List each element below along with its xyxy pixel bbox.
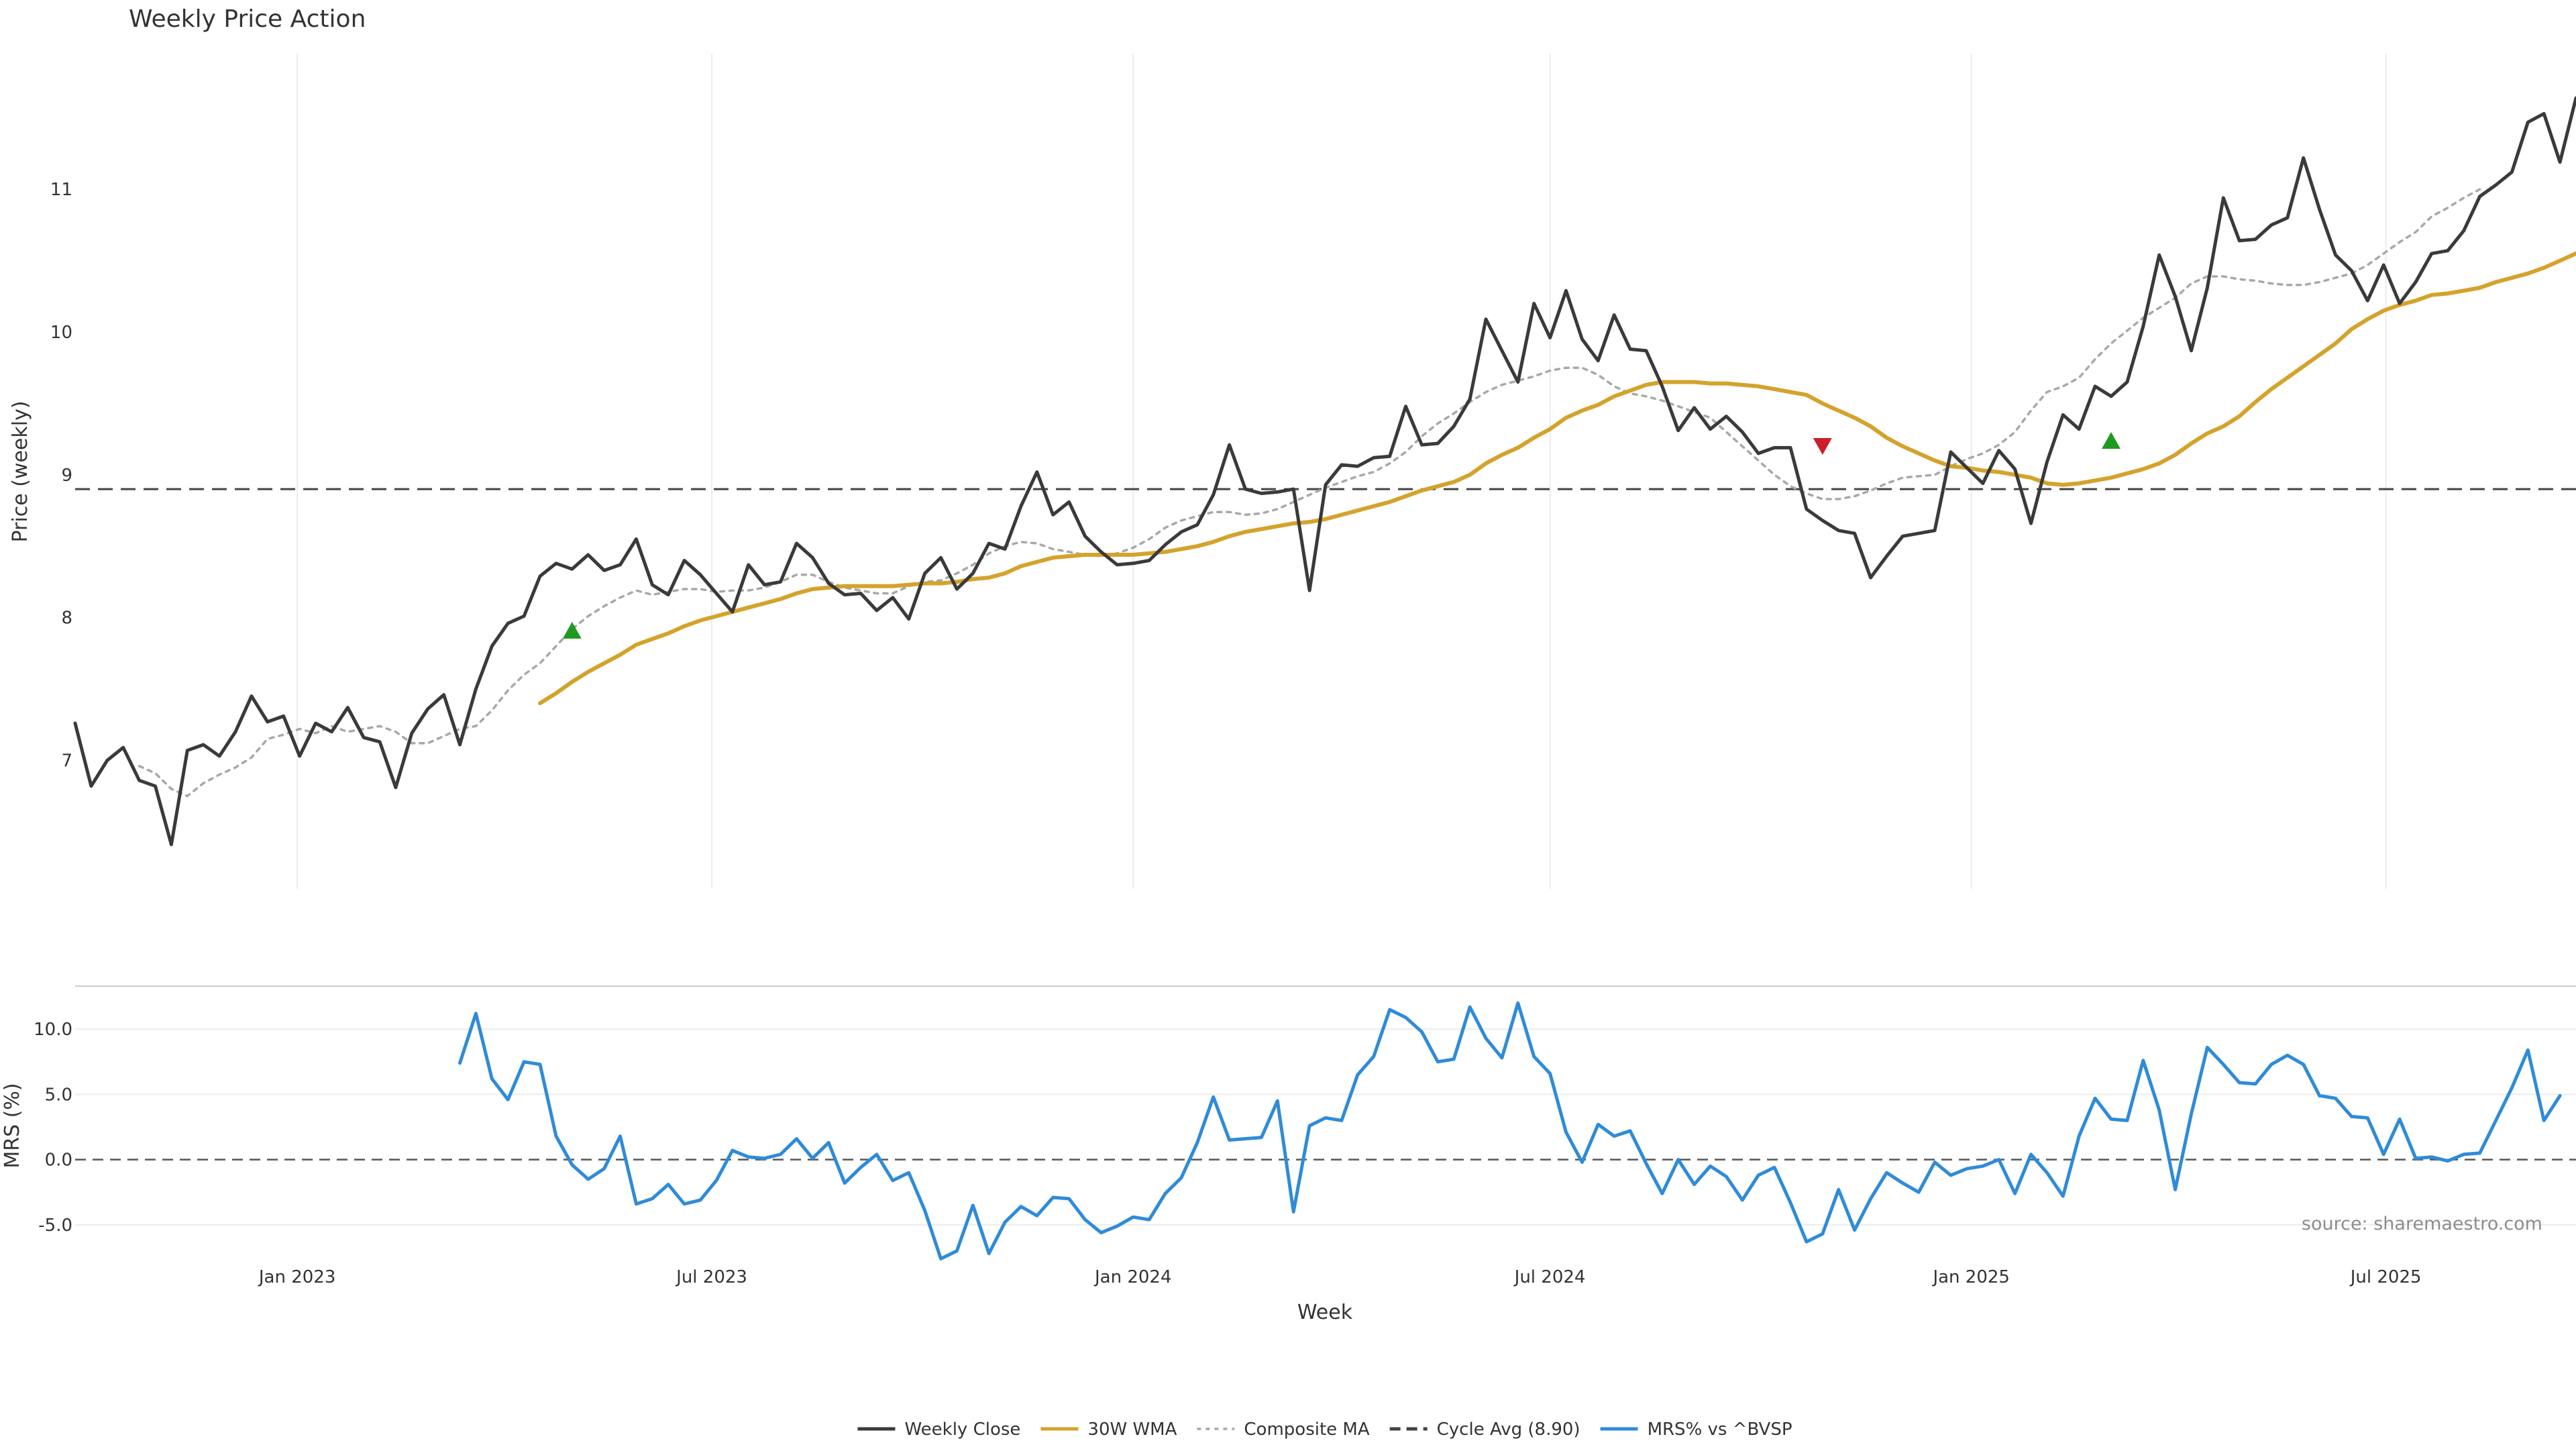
price-y-tick-label: 9 [61, 466, 72, 486]
x-tick-label: Jan 2024 [1093, 1267, 1172, 1287]
price-series [73, 96, 2576, 847]
series-mrs-vs-bvsp-line [458, 1001, 2562, 1260]
legend-label: Cycle Avg (8.90) [1437, 1419, 1580, 1440]
price-y-ticks: 7 8 9 10 11 [50, 180, 72, 771]
sell-signal-marker [1813, 438, 1832, 455]
price-y-tick-label: 8 [61, 608, 72, 629]
series-30w-wma-line [538, 251, 2576, 706]
x-tick-label: Jan 2023 [258, 1267, 336, 1287]
price-y-tick-label: 10 [50, 323, 72, 343]
price-panel: 7 8 9 10 11 Price (weekly) [9, 54, 2576, 889]
mrs-grid [75, 1028, 2576, 1226]
mrs-y-tick-label: 5.0 [45, 1085, 72, 1105]
legend-label: 30W WMA [1087, 1419, 1177, 1440]
price-y-label: Price (weekly) [9, 400, 32, 542]
mrs-y-label: MRS (%) [1, 1083, 24, 1168]
mrs-y-ticks: 10.0 5.0 0.0 -5.0 [34, 1020, 72, 1236]
signal-markers [562, 432, 2121, 639]
mrs-y-tick-label: 10.0 [34, 1020, 72, 1040]
buy-signal-marker [562, 622, 582, 639]
mrs-y-tick-label: -5.0 [38, 1216, 72, 1236]
series-composite-ma-line [138, 188, 2481, 798]
mrs-series [458, 1001, 2562, 1260]
x-tick-label: Jul 2025 [2349, 1267, 2422, 1287]
price-y-tick-label: 7 [61, 751, 72, 771]
price-y-tick-label: 11 [50, 180, 72, 200]
x-ticks: Jan 2023 Jul 2023 Jan 2024 Jul 2024 Jan 2025… [258, 1267, 2422, 1287]
x-tick-label: Jul 2023 [675, 1267, 747, 1287]
x-tick-label: Jan 2025 [1931, 1267, 2010, 1287]
buy-signal-marker [2101, 432, 2121, 449]
mrs-y-tick-label: 0.0 [45, 1150, 72, 1171]
chart-title: Weekly Price Action [129, 5, 366, 33]
source-note: source: sharemaestro.com [2302, 1214, 2542, 1234]
legend: Weekly Close 30W WMA Composite MA Cycle Avg… [857, 1419, 1792, 1440]
price-grid [297, 54, 2387, 889]
x-label: Week [1297, 1301, 1353, 1324]
legend-label: Composite MA [1244, 1419, 1369, 1440]
series-weekly-close-line [73, 96, 2576, 847]
mrs-panel: 10.0 5.0 0.0 -5.0 MRS (%) source: sharemaes… [1, 1001, 2576, 1260]
legend-label: MRS% vs ^BVSP [1648, 1419, 1792, 1440]
legend-label: Weekly Close [904, 1419, 1020, 1440]
x-tick-label: Jul 2024 [1513, 1267, 1586, 1287]
